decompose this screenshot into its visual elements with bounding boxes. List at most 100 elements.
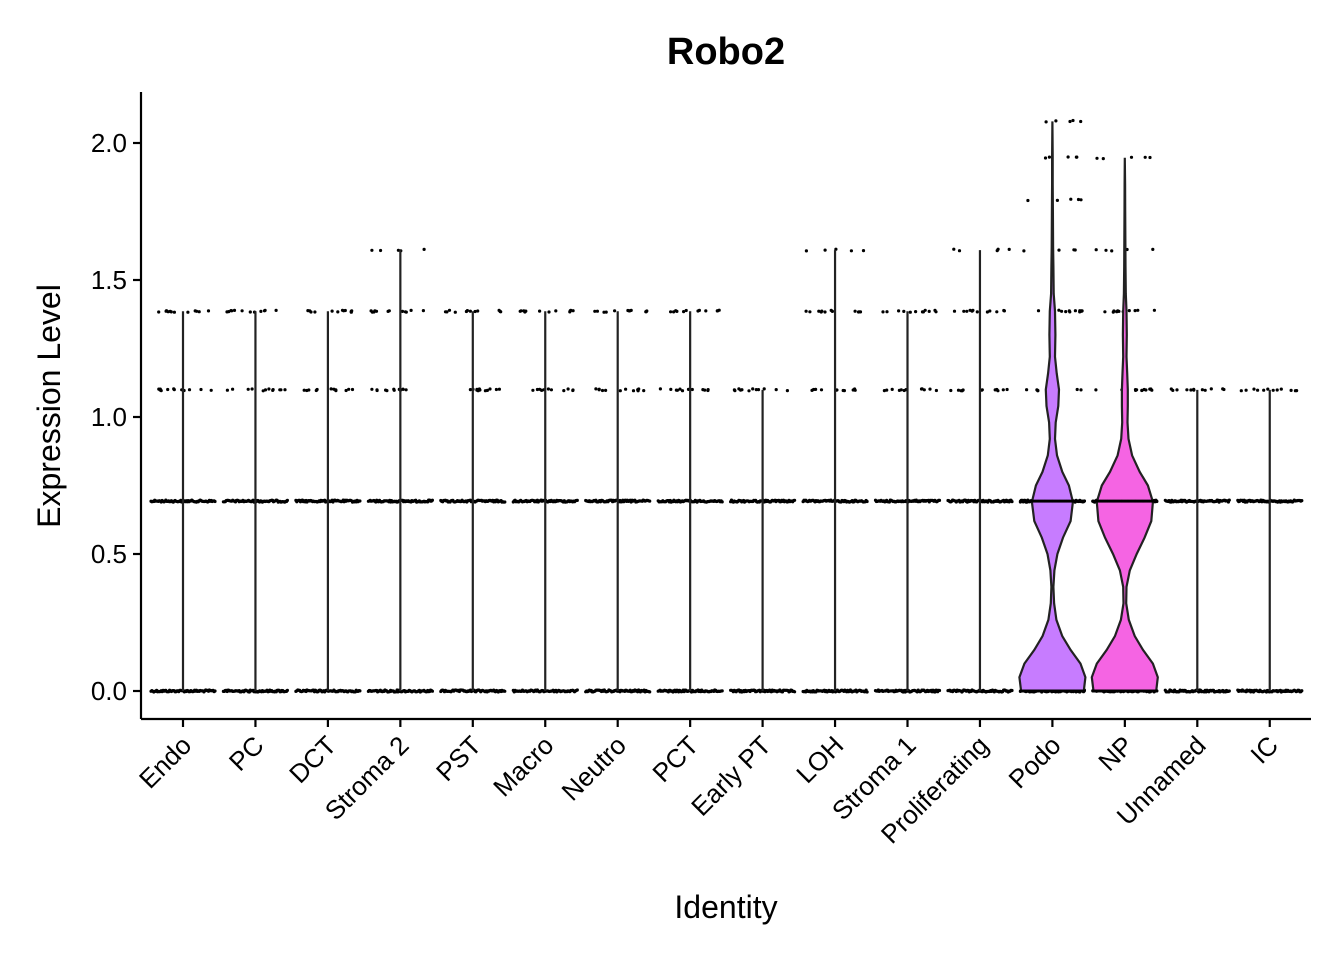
data-point — [1005, 387, 1009, 392]
data-point — [747, 389, 751, 393]
data-point — [213, 689, 217, 693]
data-point — [751, 387, 755, 391]
data-point — [1101, 157, 1105, 161]
data-point — [962, 309, 966, 313]
data-point — [1069, 197, 1073, 201]
data-point — [445, 310, 449, 314]
data-point — [1155, 689, 1159, 693]
data-point — [1068, 119, 1072, 124]
data-point — [497, 387, 501, 391]
x-tick-label: Podo — [1002, 730, 1066, 794]
data-point — [919, 387, 924, 391]
data-point — [1073, 248, 1077, 252]
data-point — [613, 309, 617, 313]
data-point — [497, 308, 501, 312]
data-point — [882, 389, 887, 393]
violin-shape — [1018, 121, 1087, 693]
data-point — [575, 688, 579, 692]
data-point — [1075, 387, 1079, 392]
data-point — [358, 499, 362, 503]
data-point — [285, 498, 289, 502]
x-axis-title: Identity — [674, 889, 777, 925]
violin-group-unnamed — [1163, 387, 1231, 694]
y-tick-label: 1.0 — [91, 402, 127, 432]
data-point — [644, 310, 648, 314]
violin-group-endo — [149, 309, 217, 694]
data-point — [330, 309, 334, 313]
data-point — [421, 309, 425, 313]
violin-points-overlay — [1091, 499, 1159, 693]
data-point — [285, 688, 289, 693]
data-point — [209, 388, 213, 392]
x-tick-label: PC — [223, 730, 270, 777]
data-point — [315, 387, 319, 392]
data-point — [624, 387, 628, 391]
data-point — [865, 690, 869, 694]
data-point — [401, 387, 405, 391]
data-point — [379, 248, 383, 253]
data-point — [1079, 119, 1083, 124]
data-point — [283, 388, 287, 392]
violin-group-ic — [1236, 387, 1304, 694]
data-point — [1047, 155, 1051, 159]
data-point — [985, 310, 990, 314]
data-point — [1010, 688, 1014, 693]
x-tick-label: DCT — [283, 730, 342, 789]
data-point — [248, 310, 252, 314]
data-point — [334, 389, 338, 393]
data-point — [819, 310, 823, 314]
data-point — [232, 308, 237, 312]
data-point — [1036, 388, 1040, 393]
data-point — [227, 310, 231, 314]
data-point — [1002, 308, 1006, 313]
violin-points-overlay — [1018, 499, 1086, 693]
data-point — [1026, 198, 1030, 203]
data-point — [1079, 309, 1084, 313]
data-point — [206, 309, 211, 313]
x-tick-label: Early PT — [685, 730, 777, 822]
data-point — [1055, 198, 1059, 202]
data-point — [172, 310, 176, 314]
data-point — [988, 309, 992, 313]
data-point — [1192, 388, 1196, 392]
data-point — [804, 249, 809, 253]
data-point — [549, 388, 554, 392]
data-point — [604, 388, 608, 392]
data-point — [732, 388, 737, 392]
data-point — [1140, 388, 1144, 393]
data-point — [370, 387, 374, 391]
x-tick-label: LOH — [790, 730, 849, 789]
data-point — [494, 387, 498, 392]
data-point — [897, 309, 901, 313]
data-point — [392, 388, 396, 392]
data-point — [658, 387, 663, 391]
data-point — [740, 388, 744, 392]
data-point — [372, 310, 376, 314]
data-point — [785, 389, 790, 393]
data-point — [949, 388, 953, 393]
data-point — [571, 309, 575, 313]
data-point — [1082, 689, 1086, 693]
violin-group-stroma-2 — [366, 247, 434, 694]
data-point — [566, 387, 570, 391]
data-point — [263, 308, 267, 312]
data-point — [720, 689, 724, 693]
data-point — [600, 388, 605, 393]
data-point — [199, 387, 203, 392]
data-point — [957, 249, 962, 253]
data-point — [965, 309, 969, 313]
violin-group-macro — [511, 308, 579, 694]
data-point — [1071, 118, 1075, 123]
y-tick-label: 0.5 — [91, 539, 127, 569]
data-point — [336, 310, 340, 314]
data-point — [678, 387, 682, 391]
data-point — [804, 309, 808, 313]
data-point — [1076, 197, 1081, 202]
data-point — [246, 387, 250, 391]
data-point — [1266, 387, 1270, 391]
data-point — [669, 310, 673, 314]
data-point — [853, 309, 857, 313]
x-tick-label: Neutro — [556, 730, 632, 806]
data-point — [503, 689, 507, 693]
data-point — [1094, 248, 1098, 252]
